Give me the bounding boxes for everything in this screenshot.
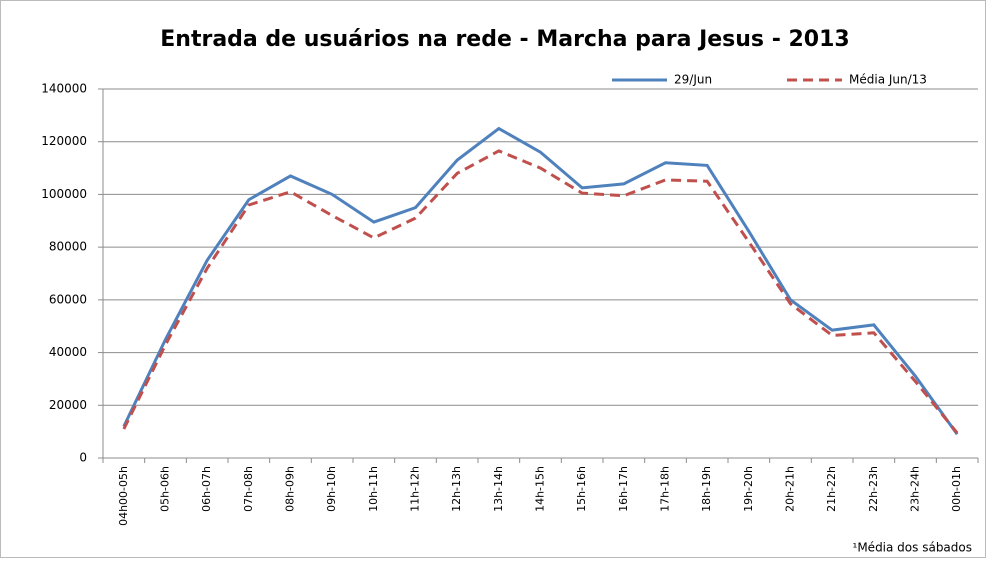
footnote: ¹Média dos sábados xyxy=(853,541,972,555)
x-tick-label: 14h-15h xyxy=(534,466,547,512)
x-tick-label: 16h-17h xyxy=(617,466,630,512)
y-tick-label: 140000 xyxy=(41,82,87,96)
x-tick-label: 07h-08h xyxy=(242,466,255,512)
chart-title: Entrada de usuários na rede - Marcha par… xyxy=(160,27,849,52)
x-tick-label: 04h00-05h xyxy=(117,466,130,526)
x-tick-label: 23h-24h xyxy=(909,466,922,512)
x-tick-label: 10h-11h xyxy=(367,466,380,512)
y-tick-label: 60000 xyxy=(49,292,87,306)
x-tick-label: 18h-19h xyxy=(700,466,713,512)
series-line xyxy=(122,149,959,434)
y-tick-label: 0 xyxy=(79,451,87,465)
x-tick-label: 00h-01h xyxy=(950,466,963,512)
x-tick-label: 11h-12h xyxy=(409,466,422,512)
x-tick-label: 21h-22h xyxy=(825,466,838,512)
y-tick-label: 40000 xyxy=(49,345,87,359)
x-tick-label: 19h-20h xyxy=(742,466,755,512)
legend-label: Média Jun/13 xyxy=(849,73,927,87)
x-tick-label: 17h-18h xyxy=(659,466,672,512)
x-tick-label: 06h-07h xyxy=(200,466,213,512)
x-tick-label: 20h-21h xyxy=(784,466,797,512)
x-tick-label: 22h-23h xyxy=(867,466,880,512)
y-tick-label: 80000 xyxy=(49,240,87,254)
y-tick-label: 120000 xyxy=(41,134,87,148)
y-tick-label: 20000 xyxy=(49,398,87,412)
x-tick-label: 09h-10h xyxy=(325,466,338,512)
y-tick-label: 100000 xyxy=(41,187,87,201)
x-tick-label: 13h-14h xyxy=(492,466,505,512)
series-line xyxy=(122,126,959,436)
x-tick-label: 12h-13h xyxy=(450,466,463,512)
x-tick-label: 08h-09h xyxy=(284,466,297,512)
x-tick-label: 05h-06h xyxy=(159,466,172,512)
x-tick-label: 15h-16h xyxy=(575,466,588,512)
legend-label: 29/Jun xyxy=(674,73,712,87)
